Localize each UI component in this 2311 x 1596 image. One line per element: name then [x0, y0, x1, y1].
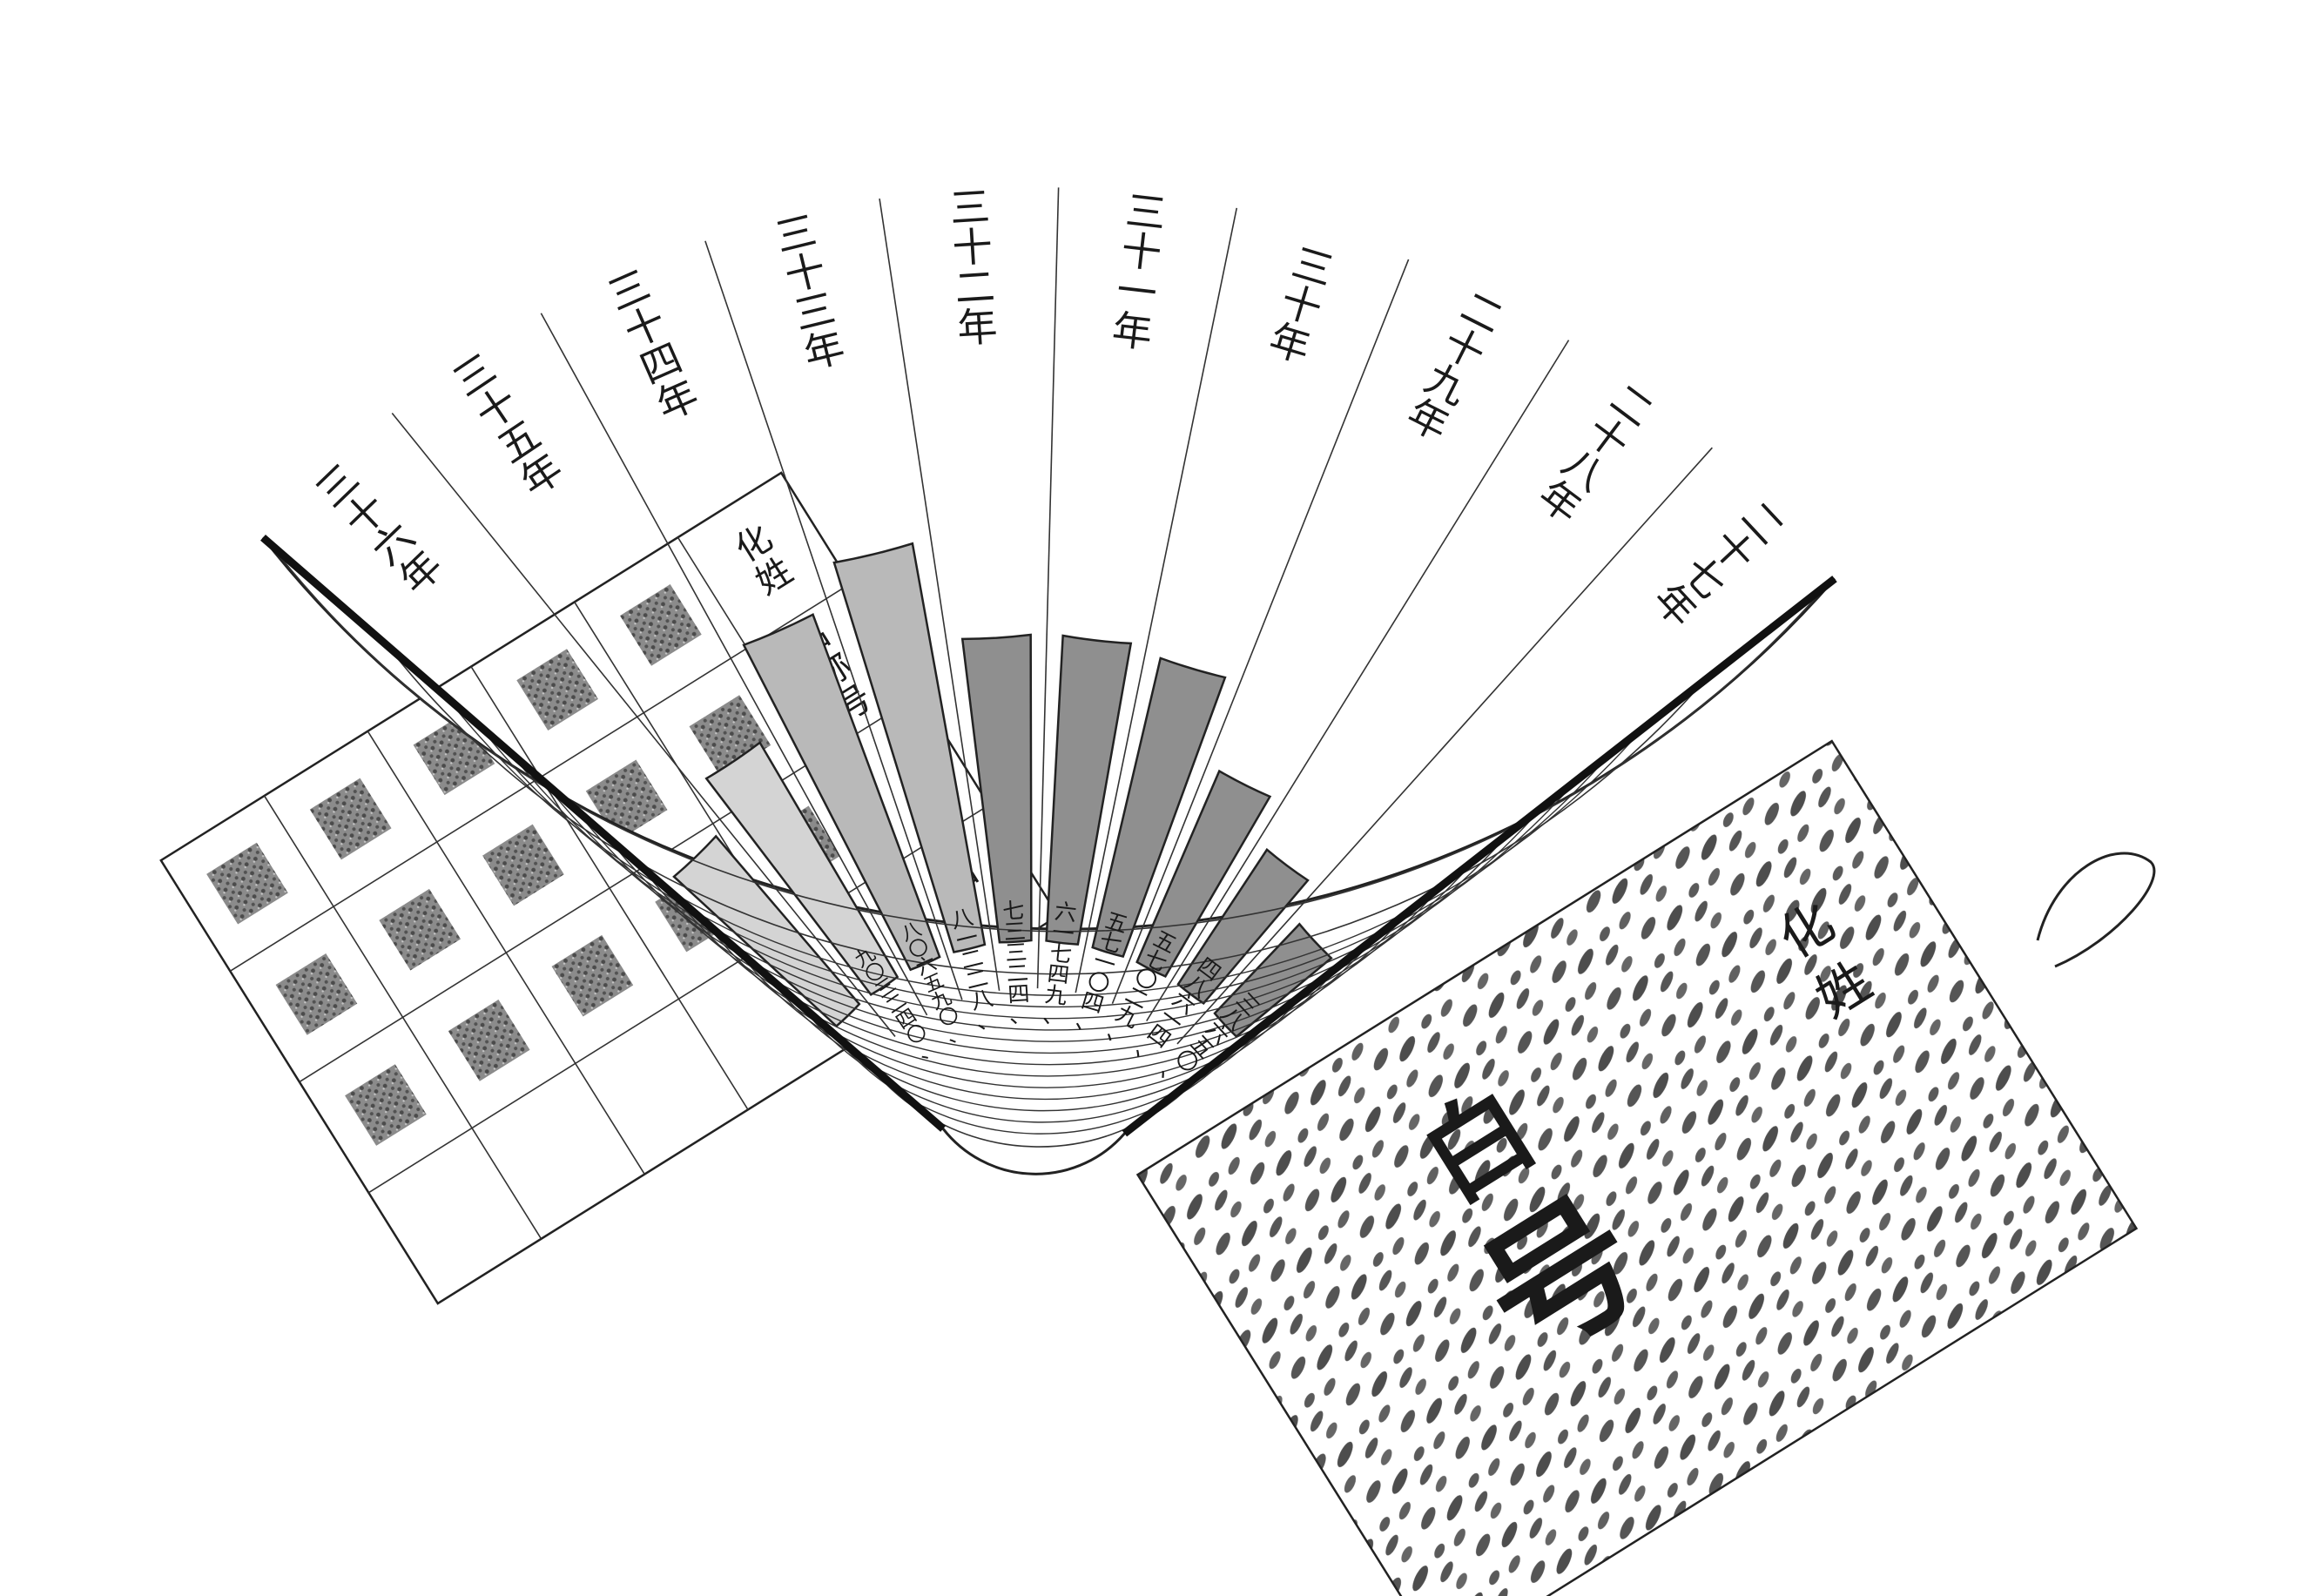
fan-bars [672, 542, 1333, 1039]
value-label-char: 、 [1041, 1002, 1066, 1030]
fan-radial-line [540, 313, 928, 1016]
bar-5 [960, 633, 1033, 944]
bar-4 [832, 542, 987, 953]
fan-ring [478, 724, 1610, 1008]
bar-6 [1045, 634, 1133, 946]
fan-ring [510, 752, 1577, 1020]
fan-edge [260, 535, 947, 1132]
value-label-char: 七 [1002, 898, 1026, 925]
seal-glyph [551, 934, 634, 1017]
value-label-char: 三 [1004, 939, 1027, 966]
seal-glyph [620, 584, 702, 666]
bar-1 [672, 834, 861, 1028]
category-label-char: 二 [953, 263, 996, 313]
value-label-char: 三 [1003, 919, 1027, 946]
fan-radial-line [1146, 340, 1570, 1021]
seal-glyph [482, 824, 564, 906]
fan-ring [574, 808, 1510, 1042]
bar-10 [1213, 922, 1333, 1039]
category-label-char: 三 [1123, 186, 1169, 238]
seal-glyph [345, 1064, 427, 1146]
name-table: 化姓名称号氏名 [159, 471, 1060, 1305]
seal-glyph [448, 1000, 530, 1081]
fan-ring [542, 780, 1543, 1031]
seal-glyph [309, 778, 392, 860]
category-label-char: 十 [951, 223, 994, 273]
fan-band-line [387, 645, 1705, 975]
value-label-char: 一 [1051, 919, 1075, 947]
category-label-char: 十 [1119, 226, 1164, 278]
seal-glyph [379, 888, 462, 971]
fan-grid [260, 187, 1837, 1148]
value-label-char: 七 [1048, 940, 1073, 968]
card-pin [2036, 852, 2156, 968]
fan-band-line [268, 542, 1829, 933]
bar-7 [1091, 657, 1227, 959]
fan-ring [734, 947, 1343, 1101]
category-label-char: 一 [1115, 266, 1160, 317]
value-label-char: 九 [1044, 981, 1068, 1009]
bar-2 [704, 741, 899, 996]
seal-glyph [275, 953, 358, 1035]
value-label-char: 四 [1046, 960, 1070, 988]
fan-radial-line [704, 240, 963, 1000]
bar-3 [742, 613, 941, 972]
value-label-char: 六 [1054, 899, 1078, 926]
category-label: 三十年 [1263, 239, 1338, 372]
fan-ring [798, 1003, 1276, 1123]
card-surface [1135, 739, 2139, 1596]
fan-edge [1122, 576, 1837, 1137]
value-label-char: 二 [1006, 960, 1029, 987]
bar-8 [1135, 769, 1272, 978]
fan-ring [638, 864, 1443, 1066]
category-label-char: 年 [1109, 306, 1155, 357]
seal-glyph [206, 842, 288, 925]
fan-ring [606, 836, 1476, 1054]
fan-radial-line [391, 412, 896, 1037]
fan-ring [670, 892, 1409, 1077]
fan-ring [703, 919, 1376, 1088]
fan-radial-line [1111, 259, 1410, 1005]
value-label-char: 四 [1007, 981, 1030, 1008]
fan-radial-line [879, 199, 1001, 991]
category-label-char: 年 [799, 323, 849, 378]
fan-ring [766, 975, 1309, 1112]
fan-ring [446, 697, 1643, 996]
seal-glyph [516, 649, 598, 731]
category-label-char: 三 [948, 183, 991, 232]
fan-ring [831, 1031, 1242, 1135]
category-label-char: 年 [1263, 315, 1316, 372]
category-label-char: 年 [956, 303, 999, 353]
fan-radial-line [1036, 187, 1060, 989]
fan-radial-line [1176, 447, 1713, 1045]
fan-radial-line [1075, 207, 1238, 993]
value-label-char: 、 [1008, 1002, 1032, 1029]
